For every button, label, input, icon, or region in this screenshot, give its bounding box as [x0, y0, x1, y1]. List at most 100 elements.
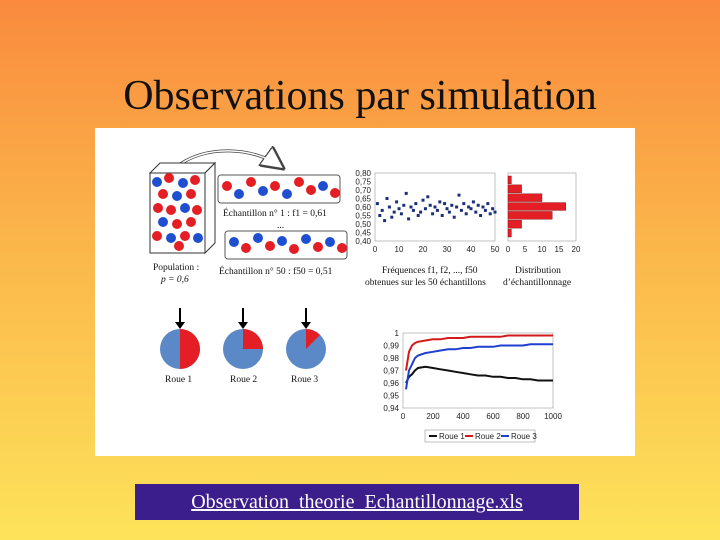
wheel-1-label: Roue 1	[165, 375, 192, 385]
line-y-tick: 0,95	[383, 392, 399, 401]
scatter-point	[455, 205, 459, 209]
line-x-tick: 0	[401, 412, 406, 421]
sample-50-ball	[301, 234, 311, 244]
histogram-bar	[507, 175, 512, 185]
convergence-chart: 1 0,99 0,98 0,97 0,96 0,95 0,94 0 200 400 600 800 1…	[383, 329, 562, 443]
line-y-tick: 0,99	[383, 342, 399, 351]
population-ball	[158, 217, 168, 227]
hist-x-tick: 0	[506, 245, 511, 254]
scatter-y-tick: 0,50	[355, 220, 371, 229]
sample-1-ball	[234, 189, 244, 199]
scatter-point	[438, 200, 442, 204]
population-ball	[178, 178, 188, 188]
population-ball	[190, 175, 200, 185]
scatter-y-tick: 0,75	[355, 178, 371, 187]
histogram-bar	[507, 184, 522, 193]
scatter-point	[392, 210, 396, 214]
scatter-point	[469, 207, 473, 211]
scatter-point	[378, 214, 382, 217]
line-x-tick: 400	[456, 412, 470, 421]
scatter-point	[407, 217, 411, 221]
population-ball	[172, 219, 182, 229]
hist-x-tick: 15	[555, 245, 564, 254]
scatter-point	[462, 202, 466, 206]
scatter-caption-2: obtenues sur les 50 échantillons	[365, 278, 486, 288]
population-ball	[152, 177, 162, 187]
scatter-point	[411, 208, 415, 212]
histogram-bar	[507, 228, 512, 238]
line-series	[405, 334, 553, 371]
sample-50-ball	[253, 233, 263, 243]
scatter-x-tick: 10	[395, 245, 404, 254]
histogram-bar	[507, 211, 553, 220]
sample-50-ball	[229, 237, 239, 247]
scatter-point	[399, 212, 403, 216]
figure-svg: Échantillon n° 1 : f1 = 0,61 ... Populat…	[148, 128, 581, 443]
line-y-tick: 0,98	[383, 354, 399, 363]
sample-1-ball	[246, 177, 256, 187]
population-box	[148, 161, 217, 255]
population-label: Population :	[153, 263, 199, 273]
figure-panel: Échantillon n° 1 : f1 = 0,61 ... Populat…	[95, 128, 635, 456]
sample-1-ball	[282, 189, 292, 199]
line-y-tick: 0,94	[383, 404, 399, 413]
scatter-x-tick: 50	[491, 245, 500, 254]
population-ball	[174, 241, 184, 251]
population-ball	[158, 189, 168, 199]
sample-1-ball	[318, 181, 328, 191]
sample-50-ball	[241, 243, 251, 253]
wheel-3	[286, 308, 326, 369]
scatter-point	[387, 205, 391, 209]
hist-x-tick: 5	[523, 245, 528, 254]
scatter-point	[459, 208, 463, 212]
histogram-bar	[507, 220, 522, 229]
scatter-point	[404, 191, 408, 195]
sample-50-ball	[325, 237, 335, 247]
scatter-point	[385, 197, 389, 200]
population-p-value: p = 0,6	[160, 275, 189, 285]
hist-x-tick: 10	[538, 245, 547, 254]
hist-caption-1: Distribution	[515, 266, 561, 276]
sample-1-ball	[222, 181, 232, 191]
sample-50-ball	[337, 243, 347, 253]
population-ball	[172, 191, 182, 201]
scatter-point	[409, 205, 413, 209]
slide-title: Observations par simulation	[123, 73, 597, 119]
wheels: Roue 1 Roue 2 Roue 3	[160, 308, 326, 385]
line-y-tick: 1	[395, 329, 400, 338]
scatter-point	[447, 210, 451, 214]
legend-label: Roue 3	[511, 432, 537, 441]
scatter-point	[481, 205, 485, 209]
sample-50-caption: Échantillon n° 50 : f50 = 0,51	[219, 265, 333, 277]
scatter-point	[450, 203, 454, 207]
scatter-point	[486, 202, 490, 206]
sample-ellipsis: ...	[277, 221, 284, 231]
legend-label: Roue 1	[439, 432, 465, 441]
population-ball	[166, 233, 176, 243]
scatter-point	[483, 208, 487, 212]
sample-50-ball	[289, 244, 299, 254]
scatter-point	[493, 210, 497, 214]
scatter-point	[383, 219, 387, 223]
population-ball	[186, 217, 196, 227]
scatter-y-tick: 0,40	[355, 237, 371, 246]
population-ball	[186, 189, 196, 199]
spreadsheet-link[interactable]: Observation_theorie_Echantillonnage.xls	[135, 484, 579, 520]
histogram-bar	[507, 193, 543, 202]
scatter-point	[375, 202, 379, 206]
scatter-y-tick: 0,65	[355, 195, 371, 204]
scatter-point	[467, 205, 471, 209]
scatter-point	[457, 193, 461, 197]
wheel-2	[223, 308, 263, 369]
scatter-point	[419, 210, 423, 214]
scatter-point	[491, 207, 495, 211]
population-ball	[166, 205, 176, 215]
sample-50-ball	[265, 241, 275, 251]
scatter-x-tick: 0	[373, 245, 378, 254]
scatter-point	[443, 202, 447, 206]
line-y-tick: 0,96	[383, 379, 399, 388]
sample-50-ball	[277, 236, 287, 246]
wheel-2-label: Roue 2	[230, 375, 257, 385]
scatter-point	[395, 200, 399, 204]
scatter-point	[423, 207, 427, 211]
